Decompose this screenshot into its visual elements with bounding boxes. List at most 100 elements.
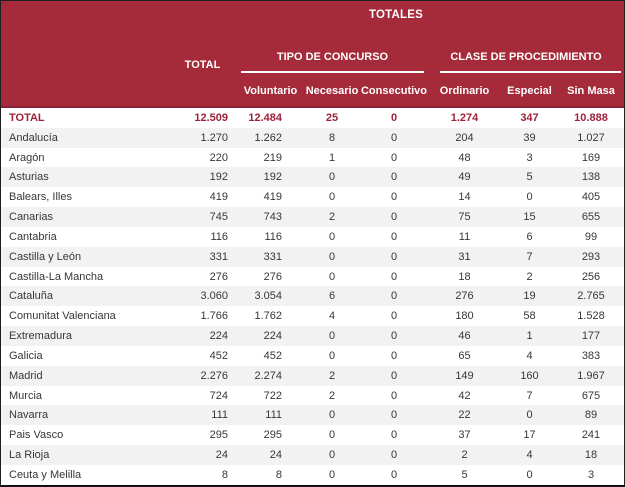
value-cell: 0 xyxy=(390,111,398,124)
value-cell: 65 xyxy=(458,349,471,362)
value-cell: 419 xyxy=(263,191,282,204)
value-cell: 3.054 xyxy=(254,290,282,303)
value-cell: 12.484 xyxy=(248,111,282,124)
value-cell: 3.060 xyxy=(200,290,228,303)
tipo-group-underline xyxy=(241,71,424,73)
table-row: Balears, Illes 419 419 0 0 14 0 405 xyxy=(1,187,624,207)
value-cell: 14 xyxy=(458,191,471,204)
value-cell: 192 xyxy=(263,171,282,184)
value-cell: 331 xyxy=(263,250,282,263)
value-cell: 1.528 xyxy=(577,310,605,323)
table-row: Comunitat Valenciana 1.766 1.762 4 0 180 58 1.5… xyxy=(1,306,624,326)
clase-group-underline xyxy=(440,71,621,73)
column-header-voluntario: Voluntario xyxy=(243,85,298,97)
value-cell: 1.274 xyxy=(450,111,479,124)
value-cell: 0 xyxy=(390,230,398,243)
value-cell: 383 xyxy=(581,349,601,362)
value-cell: 0 xyxy=(390,310,398,323)
value-cell: 2 xyxy=(328,389,336,402)
value-cell: 10.888 xyxy=(574,111,608,124)
table-title: TOTALES xyxy=(368,9,423,21)
table-row: Asturias 192 192 0 0 49 5 138 xyxy=(1,167,624,188)
value-cell: 2 xyxy=(328,211,336,224)
value-cell: 276 xyxy=(263,270,282,283)
column-group-tipo-de-concurso: TIPO DE CONCURSO xyxy=(276,51,389,63)
value-cell: 0 xyxy=(390,349,398,362)
value-cell: 6 xyxy=(328,290,336,303)
value-cell: 224 xyxy=(263,330,282,343)
value-cell: 89 xyxy=(584,409,598,422)
table-row: Murcia 724 722 2 0 42 7 675 xyxy=(1,386,624,406)
value-cell: 2 xyxy=(461,448,468,461)
value-cell: 2 xyxy=(526,270,533,283)
table-row: Andalucía 1.270 1.262 8 0 204 39 1.027 xyxy=(1,127,624,148)
value-cell: 0 xyxy=(328,330,336,343)
value-cell: 11 xyxy=(458,230,471,243)
region-label: Canarias xyxy=(9,211,54,224)
region-label: Castilla y León xyxy=(9,250,82,263)
value-cell: 111 xyxy=(265,409,282,422)
value-cell: 99 xyxy=(584,230,598,243)
value-cell: 0 xyxy=(390,389,398,402)
value-cell: 1.027 xyxy=(577,131,605,144)
value-cell: 37 xyxy=(458,429,471,442)
value-cell: 5 xyxy=(526,171,533,184)
table-row: Navarra 111 111 0 0 22 0 89 xyxy=(1,405,624,426)
table-row: Cataluña 3.060 3.054 6 0 276 19 2.765 xyxy=(1,286,624,307)
value-cell: 0 xyxy=(390,409,398,422)
table-row: Castilla-La Mancha 276 276 0 0 18 2 256 xyxy=(1,267,624,287)
value-cell: 7 xyxy=(526,389,533,402)
value-cell: 0 xyxy=(390,211,398,224)
value-cell: 220 xyxy=(209,151,228,164)
value-cell: 295 xyxy=(209,429,228,442)
value-cell: 722 xyxy=(263,389,282,402)
value-cell: 48 xyxy=(458,151,471,164)
table-row: Madrid 2.276 2.274 2 0 149 160 1.967 xyxy=(1,365,624,386)
value-cell: 8 xyxy=(328,131,336,144)
value-cell: 3 xyxy=(587,468,595,481)
value-cell: 1.262 xyxy=(254,131,282,144)
value-cell: 24 xyxy=(269,448,282,461)
value-cell: 149 xyxy=(455,369,474,382)
column-header-especial: Especial xyxy=(507,85,552,97)
value-cell: 169 xyxy=(581,151,601,164)
value-cell: 0 xyxy=(390,191,398,204)
column-header-ordinario: Ordinario xyxy=(439,85,490,97)
value-cell: 293 xyxy=(581,250,601,263)
value-cell: 675 xyxy=(581,389,601,402)
value-cell: 0 xyxy=(328,409,336,422)
region-label: Murcia xyxy=(9,389,43,402)
value-cell: 8 xyxy=(275,468,282,481)
value-cell: 0 xyxy=(328,171,336,184)
value-cell: 138 xyxy=(581,171,601,184)
table-header: TOTALES TIPO DE CONCURSO CLASE DE PROCED… xyxy=(1,1,624,106)
value-cell: 39 xyxy=(523,131,536,144)
value-cell: 0 xyxy=(526,468,533,481)
value-cell: 3 xyxy=(526,151,533,164)
value-cell: 8 xyxy=(221,468,228,481)
value-cell: 219 xyxy=(263,151,282,164)
value-cell: 2.276 xyxy=(200,369,228,382)
value-cell: 192 xyxy=(209,171,228,184)
value-cell: 19 xyxy=(523,290,536,303)
value-cell: 0 xyxy=(328,191,336,204)
value-cell: 0 xyxy=(390,171,398,184)
value-cell: 224 xyxy=(209,330,228,343)
table-row-total: TOTAL 12.509 12.484 25 0 1.274 347 10.888 xyxy=(1,108,624,128)
table-row: Galicia 452 452 0 0 65 4 383 xyxy=(1,346,624,366)
value-cell: 4 xyxy=(526,349,533,362)
value-cell: 295 xyxy=(263,429,282,442)
value-cell: 452 xyxy=(209,349,228,362)
value-cell: 0 xyxy=(328,468,336,481)
value-cell: 276 xyxy=(209,270,228,283)
value-cell: 1.967 xyxy=(577,369,605,382)
value-cell: 331 xyxy=(209,250,228,263)
value-cell: 6 xyxy=(526,230,533,243)
table-row: Ceuta y Melilla 8 8 0 0 5 0 3 xyxy=(1,465,624,485)
value-cell: 241 xyxy=(581,429,601,442)
value-cell: 18 xyxy=(458,270,471,283)
region-label: Madrid xyxy=(9,369,43,382)
value-cell: 0 xyxy=(390,429,398,442)
value-cell: 25 xyxy=(325,111,339,124)
